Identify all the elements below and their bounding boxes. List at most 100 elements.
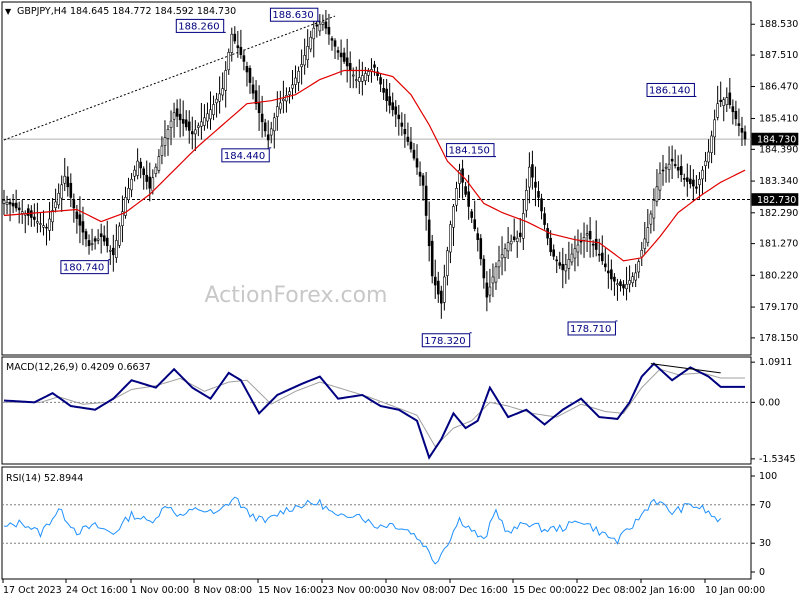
rsi-ytick-label: 0: [759, 567, 765, 578]
candle-body: [579, 240, 583, 243]
xtick-label: 24 Oct 16:00: [66, 585, 128, 596]
candle-body: [212, 104, 215, 115]
candle-body: [537, 191, 540, 198]
candle-body: [564, 264, 568, 272]
candle-body: [190, 131, 194, 135]
candle-body: [546, 227, 549, 239]
candle-body: [543, 213, 546, 225]
candle-body: [397, 114, 401, 120]
candle-body: [446, 250, 449, 276]
candle-body: [272, 117, 276, 132]
candle-body: [525, 190, 528, 211]
candle-body: [291, 84, 294, 89]
candle-body: [178, 113, 182, 121]
annotation-box: [60, 260, 109, 275]
candle-body: [400, 122, 404, 127]
candle-body: [269, 128, 273, 136]
candle-body: [443, 276, 446, 303]
candle-body: [112, 247, 115, 256]
candle-body: [737, 123, 741, 126]
candle-body: [148, 176, 152, 189]
hline-badge: 182.730: [757, 195, 796, 206]
price-chart-header: GBPJPY,H4 184.645 184.772 184.592 184.73…: [17, 6, 236, 17]
candle-body: [36, 221, 39, 224]
candle-body: [385, 88, 388, 101]
price-ytick-label: 186.470: [759, 81, 798, 92]
candle-body: [667, 163, 671, 170]
candle-body: [552, 249, 555, 257]
candle-body: [600, 252, 604, 262]
candle-body: [488, 286, 492, 296]
candle-body: [136, 160, 139, 176]
candle-body: [576, 244, 580, 253]
candle-body: [87, 240, 91, 247]
candle-body: [670, 158, 674, 162]
candle-body: [312, 27, 316, 40]
candle-body: [251, 84, 255, 94]
candle-body: [48, 218, 51, 231]
candle-body: [75, 211, 79, 219]
candle-body: [418, 171, 422, 177]
candle-body: [124, 197, 127, 216]
candle-body: [679, 166, 683, 176]
candle-body: [582, 237, 586, 241]
candle-body: [555, 259, 559, 262]
trendline: [3, 15, 336, 141]
candle-body: [649, 213, 653, 225]
candle-body: [351, 74, 355, 77]
candle-body: [200, 121, 203, 127]
candle-body: [154, 166, 158, 175]
candle-body: [248, 67, 252, 83]
candle-body: [2, 200, 6, 204]
candle-body: [710, 135, 713, 153]
candle-body: [646, 227, 650, 243]
candle-body: [433, 276, 437, 286]
candle-body: [151, 177, 155, 192]
candle-body: [197, 125, 200, 128]
candle-body: [45, 226, 48, 229]
candle-body: [427, 219, 431, 247]
candle-body: [549, 237, 552, 253]
xtick-label: 15 Nov 16:00: [258, 585, 322, 596]
candle-body: [81, 221, 85, 233]
candle-body: [695, 186, 698, 189]
xtick-label: 23 Nov 00:00: [322, 585, 386, 596]
candle-body: [585, 233, 589, 236]
rsi-header: RSI(14) 52.8944: [6, 473, 83, 484]
candle-body: [239, 46, 243, 55]
annotation-label: 186.140: [649, 85, 690, 96]
candle-body: [567, 259, 571, 269]
candle-body: [515, 237, 519, 242]
candle-body: [722, 99, 726, 106]
candle-body: [321, 21, 325, 25]
xtick-label: 1 Nov 00:00: [131, 585, 189, 596]
candle-body: [491, 276, 495, 284]
candle-body: [591, 243, 595, 246]
candle-body: [664, 166, 668, 169]
annotation-label: 178.320: [424, 336, 465, 347]
candle-body: [306, 46, 309, 61]
candle-body: [285, 95, 288, 102]
candle-body: [218, 93, 221, 102]
candle-body: [637, 261, 641, 273]
macd-main-line: [3, 362, 745, 460]
candle-body: [127, 188, 130, 201]
candle-body: [187, 121, 191, 131]
candle-body: [509, 240, 513, 245]
candle-body: [20, 211, 24, 214]
candle-body: [731, 106, 735, 113]
candle-body: [506, 242, 510, 252]
rsi-layer: [2, 496, 751, 565]
candle-body: [227, 52, 231, 71]
candle-body: [403, 128, 407, 135]
candle-body: [692, 179, 695, 187]
candle-body: [309, 36, 313, 50]
candle-body: [689, 178, 692, 185]
candle-body: [682, 178, 686, 180]
macd-divergence-line: [650, 363, 721, 374]
candle-body: [157, 156, 161, 171]
candle-body: [78, 214, 82, 226]
candle-body: [96, 238, 100, 241]
candle-body: [531, 164, 534, 178]
annotation-box: [567, 321, 616, 336]
